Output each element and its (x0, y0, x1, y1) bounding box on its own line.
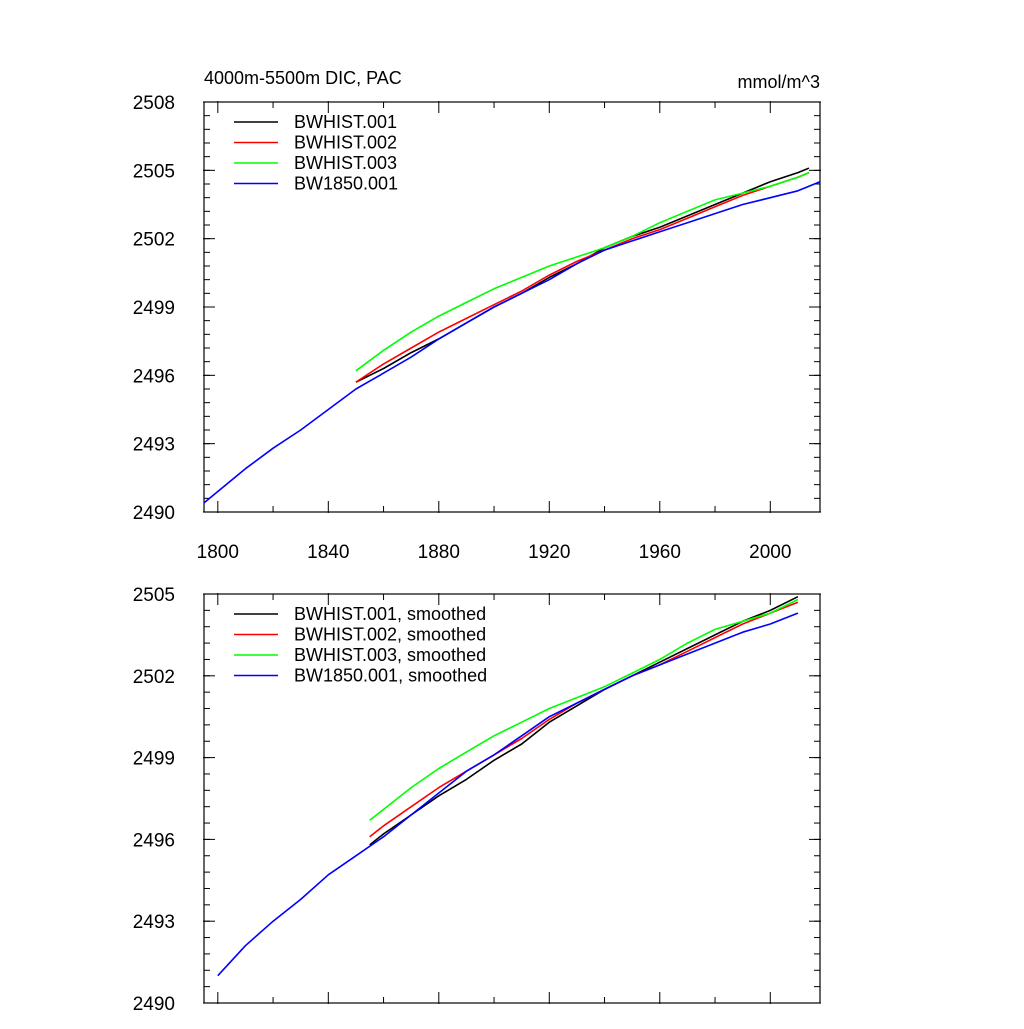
legend-label: BW1850.001 (294, 174, 398, 194)
x-tick-label: 1800 (197, 542, 239, 563)
y-tick-label: 2508 (133, 93, 175, 114)
x-tick-label: 1880 (418, 542, 460, 563)
series-line (369, 595, 799, 846)
y-tick-label: 2493 (133, 912, 175, 933)
units-label: mmol/m^3 (738, 72, 820, 92)
y-tick-label: 2505 (133, 585, 175, 606)
chart-title: 4000m-5500m DIC, PAC (204, 68, 402, 88)
y-tick-label: 2502 (133, 667, 175, 688)
series-line (355, 171, 810, 372)
series-line (217, 612, 799, 977)
y-tick-label: 2496 (133, 830, 175, 851)
series-line (355, 171, 810, 383)
x-tick-label: 1960 (639, 542, 681, 563)
series-line (203, 180, 821, 504)
y-tick-label: 2493 (133, 435, 175, 456)
x-tick-label: 1920 (528, 542, 570, 563)
y-tick-label: 2499 (133, 298, 175, 319)
legend-label: BWHIST.002 (294, 133, 397, 153)
top-plot: 1800 1840 1880 1920 1960 2000 2490 2493 2496 2499… (133, 93, 821, 563)
legend-label: BWHIST.001 (294, 112, 397, 132)
series-line (369, 598, 799, 821)
legend-label: BWHIST.001, smoothed (294, 604, 486, 624)
x-tick-label: 2000 (749, 542, 791, 563)
x-tick-label: 1840 (307, 542, 349, 563)
legend-label: BWHIST.003, smoothed (294, 645, 486, 665)
y-tick-label: 2496 (133, 366, 175, 387)
y-tick-label: 2490 (133, 994, 175, 1015)
y-tick-label: 2490 (133, 503, 175, 524)
plot-frame (203, 593, 821, 1004)
y-tick-label: 2499 (133, 749, 175, 770)
bottom-plot: 2490 2493 2496 2499 2502 2505 BWHIST.001, smoo… (133, 585, 821, 1015)
legend-label: BWHIST.002, smoothed (294, 625, 486, 645)
legend-label: BWHIST.003 (294, 153, 397, 173)
legend-label: BW1850.001, smoothed (294, 666, 487, 686)
y-tick-label: 2505 (133, 161, 175, 182)
y-tick-label: 2502 (133, 230, 175, 251)
series-line (355, 167, 810, 383)
